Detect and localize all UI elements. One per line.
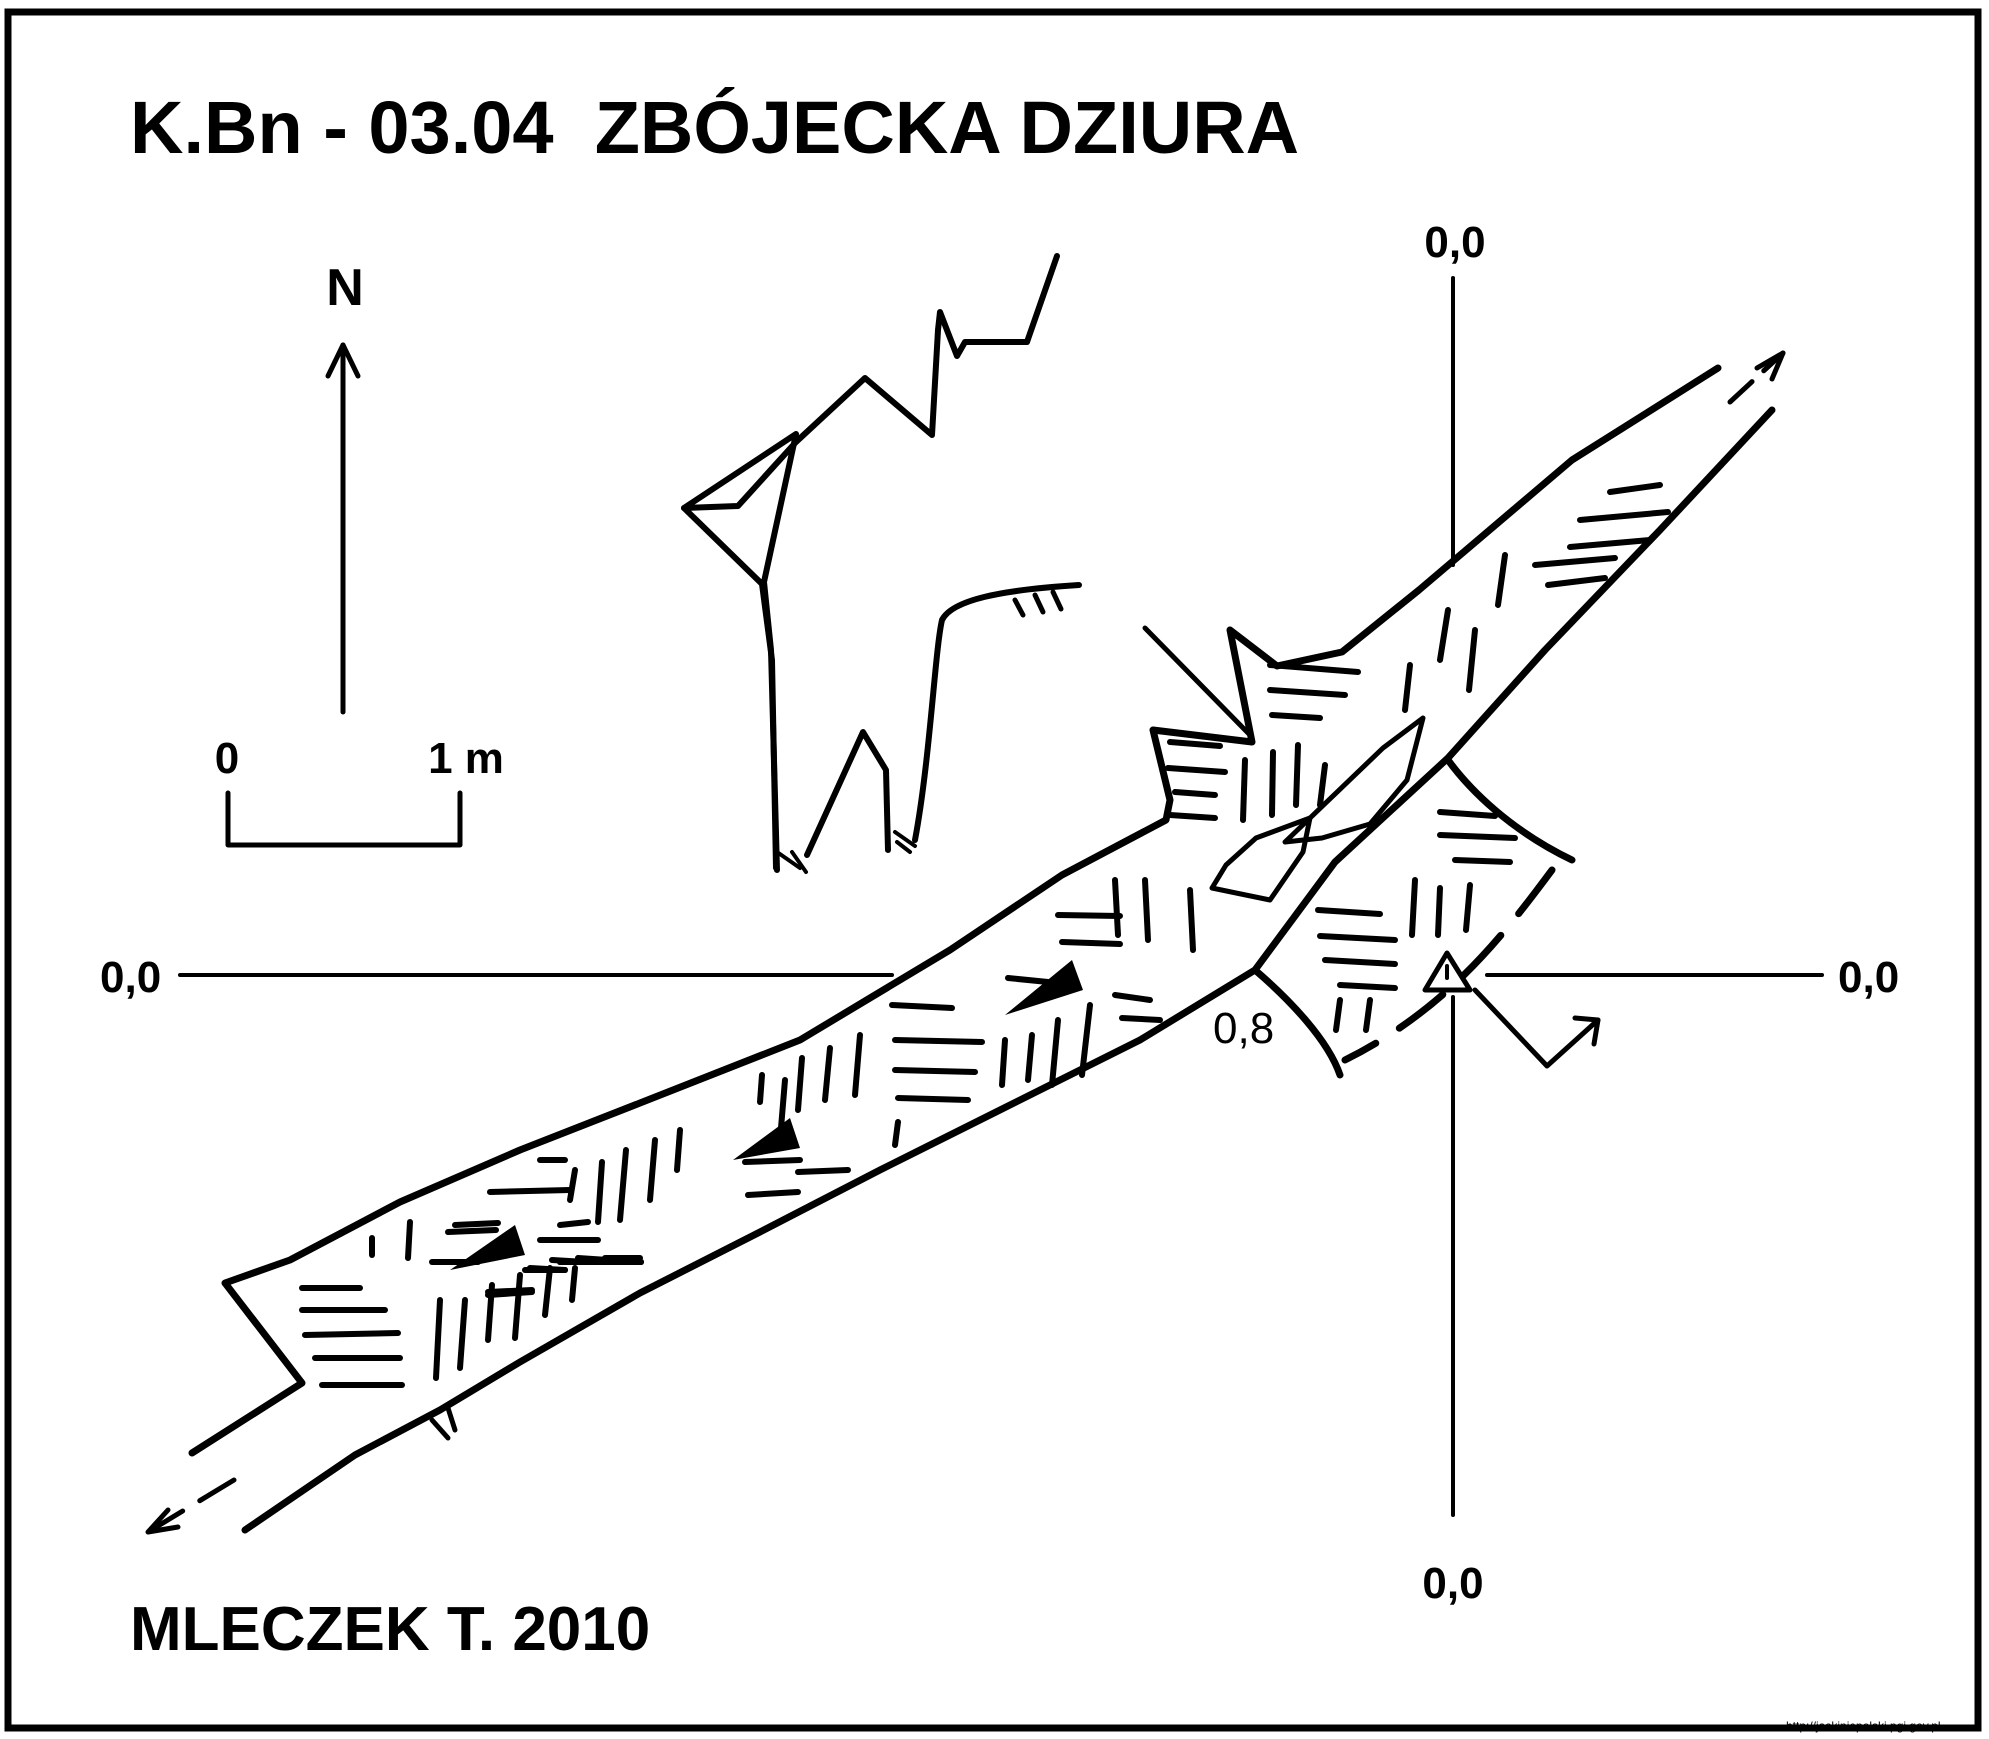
depth-label-top: 0,0 [1424, 218, 1485, 267]
section-axes [178, 276, 1824, 1517]
map-frame [4, 8, 1982, 1732]
north-label: N [326, 259, 364, 317]
depth-label-bottom: 0,0 [1422, 1559, 1483, 1608]
depth-label-station: 0,8 [1213, 1004, 1274, 1053]
author-credit: MLECZEK T. 2010 [130, 1595, 650, 1664]
slope-marker [450, 1225, 525, 1270]
watermark: http://jaskiniepolski.pgi.gov.pl [1786, 1719, 1941, 1733]
north-arrow [325, 342, 361, 715]
map-title: K.Bn - 03.04 ZBÓJECKA DZIURA [130, 86, 1299, 169]
depth-label-right: 0,0 [1838, 953, 1899, 1002]
rock-outline [681, 253, 1082, 874]
scale-end-label: 1 m [428, 734, 504, 783]
cave-passage-outline [145, 350, 1786, 1535]
slope-marker [1005, 960, 1083, 1015]
scale-start-label: 0 [215, 734, 239, 783]
depth-label-left: 0,0 [100, 953, 161, 1002]
passage-hatching [299, 482, 1671, 1388]
scale-bar [225, 790, 463, 848]
